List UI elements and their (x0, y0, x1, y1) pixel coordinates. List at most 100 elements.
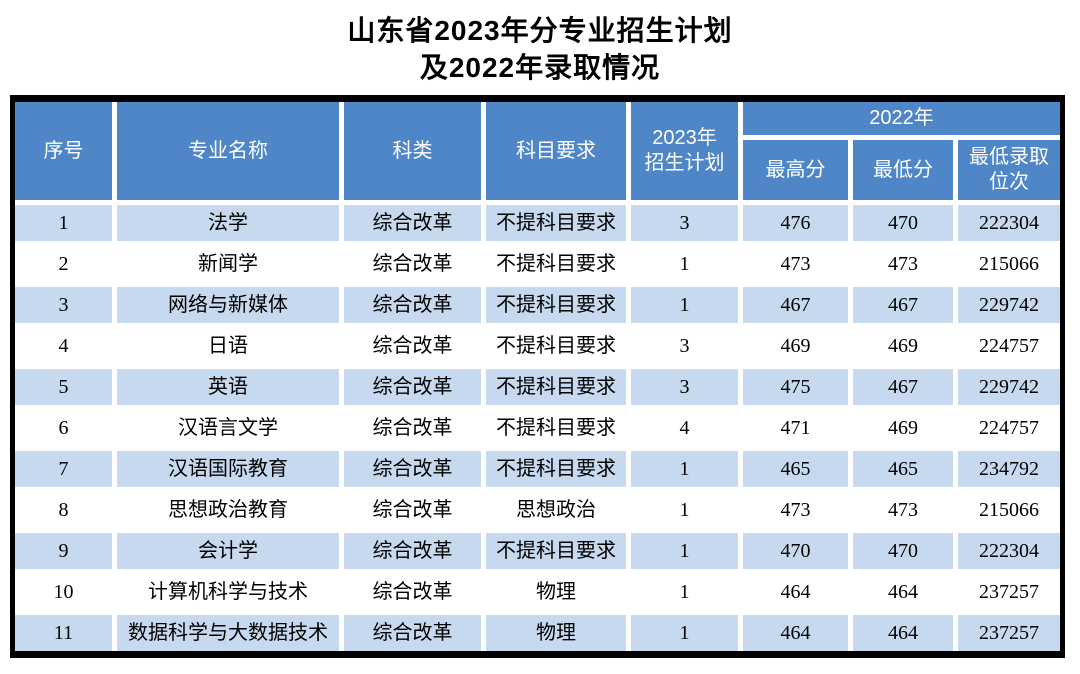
table-cell-min: 467 (853, 369, 953, 405)
table-cell-min: 470 (853, 533, 953, 569)
header-plan-2023-line2: 招生计划 (644, 152, 725, 174)
header-major: 专业名称 (117, 102, 339, 200)
table-cell-major: 计算机科学与技术 (117, 574, 339, 610)
table-cell-req: 不提科目要求 (486, 410, 626, 446)
header-plan-2023: 2023年 招生计划 (631, 102, 738, 200)
table-cell-category: 综合改革 (344, 246, 481, 282)
table-cell-plan: 1 (631, 574, 738, 610)
table-cell-max: 469 (743, 328, 848, 364)
table-cell-major: 汉语言文学 (117, 410, 339, 446)
table-cell-no: 10 (15, 574, 112, 610)
table-cell-major: 英语 (117, 369, 339, 405)
table-cell-major: 日语 (117, 328, 339, 364)
table-cell-plan: 1 (631, 615, 738, 651)
header-year-2022: 2022年 (743, 102, 1060, 135)
table-cell-category: 综合改革 (344, 615, 481, 651)
table-cell-major: 思想政治教育 (117, 492, 339, 528)
table-cell-rank: 229742 (958, 287, 1060, 323)
table-cell-major: 新闻学 (117, 246, 339, 282)
table-cell-req: 物理 (486, 574, 626, 610)
table-cell-req: 不提科目要求 (486, 287, 626, 323)
table-cell-req: 不提科目要求 (486, 205, 626, 241)
table-cell-rank: 234792 (958, 451, 1060, 487)
table-cell-rank: 215066 (958, 246, 1060, 282)
table-cell-max: 464 (743, 615, 848, 651)
table-cell-max: 465 (743, 451, 848, 487)
table-cell-max: 467 (743, 287, 848, 323)
table-cell-min: 465 (853, 451, 953, 487)
header-min-rank-line2: 位次 (989, 171, 1029, 193)
table-cell-rank: 237257 (958, 574, 1060, 610)
table-cell-min: 467 (853, 287, 953, 323)
table-cell-req: 不提科目要求 (486, 451, 626, 487)
page-title-line2: 及2022年录取情况 (419, 52, 661, 83)
table-cell-max: 476 (743, 205, 848, 241)
table-cell-min: 469 (853, 410, 953, 446)
table-cell-req: 物理 (486, 615, 626, 651)
table-cell-major: 法学 (117, 205, 339, 241)
table-cell-rank: 222304 (958, 533, 1060, 569)
table-cell-plan: 1 (631, 533, 738, 569)
table-cell-rank: 237257 (958, 615, 1060, 651)
table-cell-plan: 1 (631, 246, 738, 282)
table-cell-plan: 1 (631, 451, 738, 487)
table-cell-req: 不提科目要求 (486, 533, 626, 569)
table-cell-plan: 4 (631, 410, 738, 446)
table-cell-major: 会计学 (117, 533, 339, 569)
table-cell-no: 2 (15, 246, 112, 282)
admissions-table: 序号 专业名称 科类 科目要求 2023年 招生计划 2022年 最高分 最低分… (10, 95, 1065, 658)
table-cell-category: 综合改革 (344, 492, 481, 528)
table-cell-category: 综合改革 (344, 369, 481, 405)
table-cell-no: 5 (15, 369, 112, 405)
table-cell-no: 6 (15, 410, 112, 446)
table-cell-category: 综合改革 (344, 410, 481, 446)
table-cell-max: 470 (743, 533, 848, 569)
table-cell-category: 综合改革 (344, 205, 481, 241)
table-cell-min: 469 (853, 328, 953, 364)
page-title-line1: 山东省2023年分专业招生计划 (347, 15, 733, 46)
table-cell-plan: 3 (631, 205, 738, 241)
table-cell-plan: 3 (631, 328, 738, 364)
table-cell-rank: 222304 (958, 205, 1060, 241)
table-cell-no: 4 (15, 328, 112, 364)
table-cell-no: 9 (15, 533, 112, 569)
table-cell-rank: 224757 (958, 328, 1060, 364)
table-cell-category: 综合改革 (344, 287, 481, 323)
table-cell-max: 471 (743, 410, 848, 446)
table-cell-category: 综合改革 (344, 328, 481, 364)
header-max-score: 最高分 (743, 140, 848, 200)
table-cell-plan: 1 (631, 492, 738, 528)
header-no: 序号 (15, 102, 112, 200)
table-cell-major: 数据科学与大数据技术 (117, 615, 339, 651)
table-cell-max: 473 (743, 246, 848, 282)
table-cell-category: 综合改革 (344, 574, 481, 610)
header-min-rank: 最低录取 位次 (958, 140, 1060, 200)
header-category: 科类 (344, 102, 481, 200)
table-cell-no: 3 (15, 287, 112, 323)
table-cell-min: 473 (853, 246, 953, 282)
header-plan-2023-line1: 2023年 (652, 127, 717, 149)
table-cell-rank: 215066 (958, 492, 1060, 528)
table-cell-max: 464 (743, 574, 848, 610)
table-cell-max: 475 (743, 369, 848, 405)
table-cell-max: 473 (743, 492, 848, 528)
table-cell-no: 1 (15, 205, 112, 241)
table-cell-req: 不提科目要求 (486, 369, 626, 405)
table-cell-req: 不提科目要求 (486, 246, 626, 282)
table-cell-min: 473 (853, 492, 953, 528)
table-cell-plan: 3 (631, 369, 738, 405)
table-cell-min: 464 (853, 574, 953, 610)
table-cell-req: 思想政治 (486, 492, 626, 528)
page-title: 山东省2023年分专业招生计划 及2022年录取情况 (0, 12, 1080, 86)
table-cell-req: 不提科目要求 (486, 328, 626, 364)
header-min-score: 最低分 (853, 140, 953, 200)
table-cell-major: 汉语国际教育 (117, 451, 339, 487)
header-subject-req: 科目要求 (486, 102, 626, 200)
table-cell-category: 综合改革 (344, 533, 481, 569)
table-cell-rank: 224757 (958, 410, 1060, 446)
table-cell-min: 464 (853, 615, 953, 651)
header-min-rank-line1: 最低录取 (969, 146, 1049, 168)
table-cell-category: 综合改革 (344, 451, 481, 487)
table-cell-major: 网络与新媒体 (117, 287, 339, 323)
